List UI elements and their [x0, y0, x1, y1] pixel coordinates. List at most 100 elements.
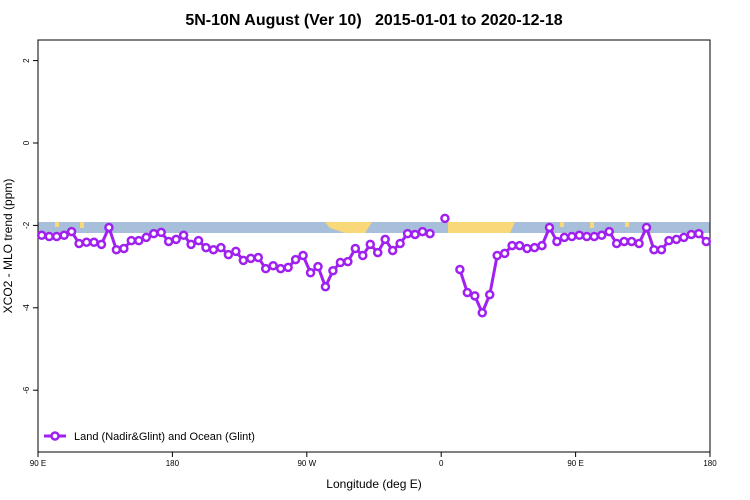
point — [477, 307, 488, 318]
point — [626, 236, 637, 247]
point — [156, 227, 166, 238]
point — [425, 228, 435, 239]
point — [492, 250, 502, 261]
point — [208, 244, 219, 255]
point — [417, 226, 428, 237]
point — [372, 247, 383, 258]
point — [395, 238, 405, 249]
point — [246, 253, 256, 264]
point — [544, 222, 555, 233]
x-tick-label: 180 — [166, 459, 180, 468]
point — [671, 234, 682, 245]
y-tick-label: -2 — [22, 221, 31, 229]
point — [36, 230, 47, 241]
point — [141, 232, 152, 243]
point — [596, 230, 607, 241]
point — [89, 237, 99, 248]
y-tick-label: -6 — [22, 386, 31, 394]
x-tick-label: 90 E — [30, 459, 46, 468]
point — [268, 261, 278, 271]
point — [171, 234, 181, 245]
point — [499, 248, 510, 259]
point — [328, 265, 338, 276]
point — [216, 242, 226, 253]
point — [320, 282, 331, 292]
point — [343, 256, 353, 267]
point — [111, 244, 122, 255]
x-axis-label: Longitude (deg E) — [326, 477, 421, 491]
y-tick-label: -4 — [22, 304, 31, 312]
point — [44, 231, 54, 242]
point — [470, 291, 480, 301]
point — [649, 244, 659, 255]
point — [119, 243, 129, 254]
point — [253, 252, 264, 263]
x-tick-label: 90 W — [297, 459, 316, 468]
point — [238, 255, 249, 266]
point — [163, 236, 174, 247]
x-tick-label: 0 — [439, 459, 444, 468]
point — [641, 222, 652, 233]
point — [126, 235, 137, 246]
point — [484, 289, 495, 300]
point — [365, 239, 376, 250]
point — [358, 250, 368, 261]
point — [529, 242, 540, 253]
point — [81, 237, 92, 248]
point — [634, 238, 644, 249]
point — [537, 240, 547, 251]
point — [74, 238, 84, 249]
point — [305, 268, 316, 278]
point — [283, 262, 293, 273]
point — [193, 235, 204, 246]
point — [380, 234, 390, 245]
point — [402, 228, 413, 239]
point — [290, 254, 301, 265]
point — [679, 232, 689, 243]
point — [559, 232, 570, 243]
point — [350, 243, 361, 254]
chart-title: 5N-10N August (Ver 10) 2015-01-01 to 202… — [185, 12, 562, 29]
point — [335, 257, 346, 268]
point — [59, 230, 69, 241]
point — [604, 226, 614, 237]
point — [231, 246, 241, 257]
legend-marker — [50, 431, 60, 441]
point — [701, 236, 712, 247]
land-ocean-strip — [38, 222, 710, 233]
point — [574, 230, 585, 241]
point — [178, 230, 189, 241]
point — [104, 222, 114, 233]
point — [455, 264, 465, 275]
point — [462, 287, 473, 298]
legend-label: Land (Nadir&Glint) and Ocean (Glint) — [74, 431, 255, 443]
point — [223, 249, 234, 260]
point — [567, 231, 577, 242]
point — [440, 213, 450, 224]
point — [507, 240, 517, 251]
point — [134, 235, 144, 246]
plot-frame — [37, 39, 711, 453]
point — [656, 244, 667, 255]
x-tick-label: 180 — [703, 459, 717, 468]
point — [694, 228, 704, 239]
point — [522, 243, 532, 254]
y-axis-label: XCO2 - MLO trend (ppm) — [1, 179, 15, 314]
point — [410, 229, 420, 240]
point — [313, 261, 323, 272]
point — [552, 236, 562, 247]
point — [148, 228, 159, 239]
point — [298, 250, 308, 261]
point — [260, 263, 271, 274]
point — [387, 245, 398, 256]
y-tick-label: 2 — [22, 58, 31, 63]
point — [582, 231, 592, 242]
point — [514, 240, 525, 251]
point — [186, 239, 196, 250]
x-tick-label: 90 E — [567, 459, 583, 468]
point — [96, 239, 107, 250]
point — [201, 242, 211, 253]
point — [275, 263, 286, 274]
point — [686, 229, 697, 240]
